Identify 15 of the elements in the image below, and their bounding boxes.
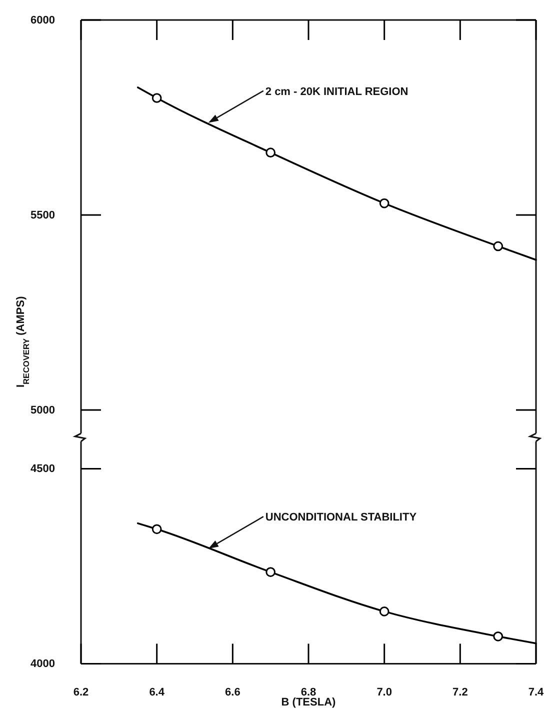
x-tick-label: 7.2 [452,686,468,699]
annotation: 2 cm - 20K INITIAL REGION [265,86,408,98]
x-tick-label: 7.0 [376,686,392,699]
y-tick-label: 5000 [30,404,55,417]
x-tick-label: 6.4 [149,686,166,699]
x-tick-label: 6.6 [225,686,240,699]
y-tick-label: 4000 [30,658,55,670]
x-tick-label: 6.2 [73,686,89,699]
y-tick-label: 4500 [30,463,55,476]
x-tick-label: 6.8 [300,686,316,699]
y-tick-label: 6000 [30,14,55,27]
annotation: UNCONDITIONAL STABILITY [265,512,418,524]
x-axis-title: B (TESLA) [281,696,336,709]
x-tick-label: 7.4 [528,686,545,699]
y-tick-label: 5500 [30,210,55,222]
